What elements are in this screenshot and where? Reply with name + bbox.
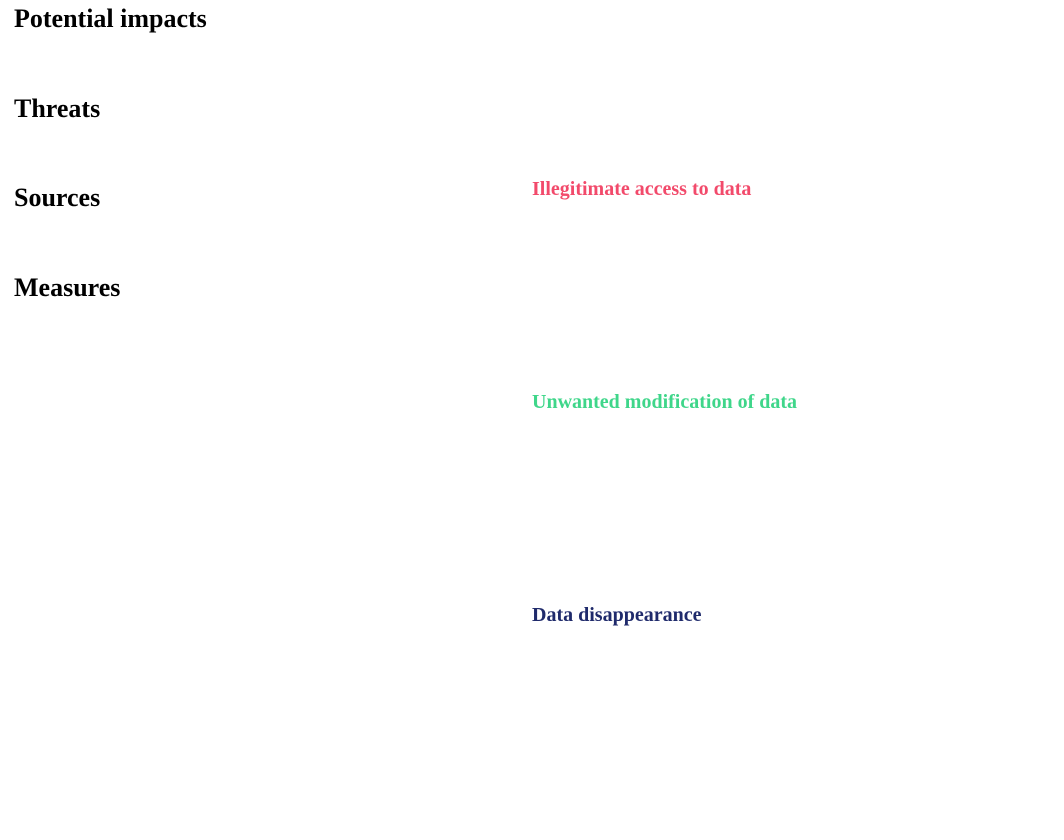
- risk-label-data-disappearance: Data disappearance: [532, 604, 702, 626]
- sources-heading: Sources: [14, 183, 101, 212]
- threats-heading: Threats: [14, 94, 101, 123]
- risk-label-unwanted-modification: Unwanted modification of data: [532, 391, 798, 413]
- risk-label-illegitimate-access: Illegitimate access to data: [532, 178, 752, 200]
- measures-heading: Measures: [14, 273, 121, 302]
- potential-impacts-heading: Potential impacts: [14, 4, 207, 33]
